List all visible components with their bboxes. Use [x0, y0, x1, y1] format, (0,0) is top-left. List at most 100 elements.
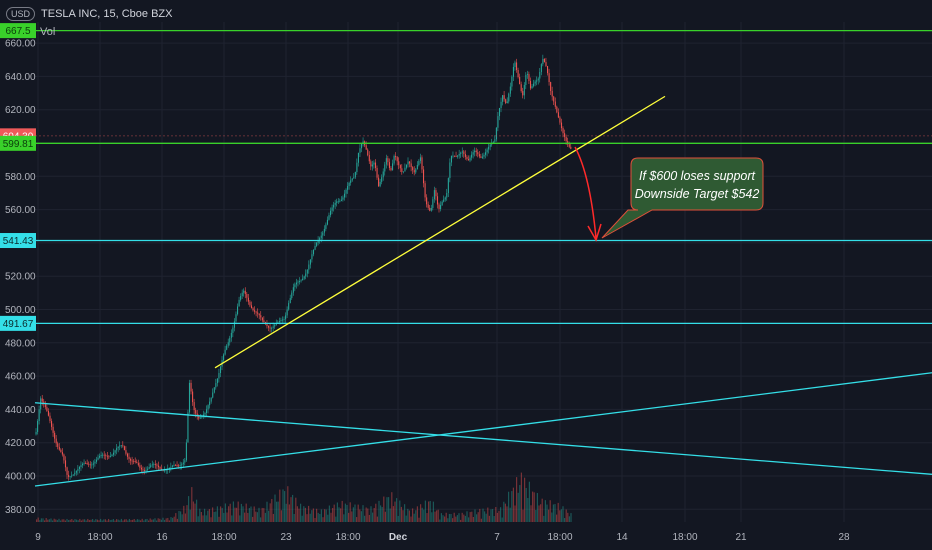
candle-body: [153, 464, 155, 465]
candle-body: [392, 163, 394, 171]
currency-badge[interactable]: USD: [6, 7, 36, 21]
volume-bar: [39, 520, 41, 522]
volume-bar: [146, 518, 148, 522]
volume-bar: [364, 515, 366, 522]
candle-body: [373, 162, 375, 165]
candle-body: [320, 235, 322, 238]
candle-body: [178, 465, 180, 467]
volume-bar: [84, 519, 86, 522]
candle-body: [241, 292, 243, 297]
volume-bar: [258, 507, 260, 522]
price-axis[interactable]: 380.00 400.00 420.00 440.00 460.00 480.00 500.…: [5, 39, 36, 516]
volume-bar: [506, 506, 508, 522]
candle-body: [240, 296, 242, 300]
candle-body: [274, 324, 276, 327]
candle-body: [82, 463, 84, 466]
volume-bar: [496, 512, 498, 522]
volume-bar: [224, 503, 226, 522]
volume-bar: [58, 518, 60, 522]
candle-body: [291, 292, 293, 299]
volume-bar: [346, 504, 348, 522]
candle-body: [458, 153, 460, 156]
candle-body: [41, 398, 43, 402]
volume-bar: [504, 503, 506, 522]
candle-body: [209, 401, 211, 406]
candle-body: [49, 415, 51, 422]
volume-bar: [552, 504, 554, 522]
volume-bar: [372, 512, 374, 522]
y-tick-label: 460.00: [5, 372, 36, 383]
candle-body: [281, 319, 284, 321]
candle-body: [235, 314, 237, 322]
volume-bar: [156, 520, 158, 522]
volume-bar: [69, 519, 71, 522]
volume-bar: [490, 509, 492, 522]
volume-bar: [122, 520, 124, 522]
x-tick-label: 16: [156, 532, 168, 543]
candle-body: [351, 178, 353, 181]
candle-body: [249, 301, 251, 306]
candle-body: [433, 190, 435, 200]
volume-bar: [338, 507, 340, 522]
volume-bar: [375, 503, 377, 522]
volume-bar: [162, 517, 164, 522]
volume-bar: [399, 500, 401, 522]
volume-bar: [303, 506, 305, 522]
candle-body: [517, 70, 519, 78]
volume-bar: [184, 513, 186, 522]
volume-bar: [44, 520, 46, 522]
candle-body: [215, 383, 217, 388]
symbol-title[interactable]: TESLA INC, 15, Cboe BZX: [41, 8, 173, 20]
candle-body: [534, 81, 536, 84]
volume-bar: [380, 505, 382, 522]
volume-bar: [164, 519, 166, 522]
candle-body: [150, 465, 152, 468]
time-axis[interactable]: 9 18:00 16 18:00 23 18:00 Dec 7 18:00 14 18:00 21 28: [35, 532, 850, 543]
candle-body: [506, 101, 508, 104]
candle-body: [485, 152, 487, 155]
volume-bar: [343, 514, 345, 522]
volume-bar: [135, 520, 137, 522]
volume-bar: [447, 518, 449, 522]
callout-bubble[interactable]: [601, 157, 764, 239]
candle-body: [441, 201, 443, 206]
candle-body: [438, 204, 440, 210]
candle-body: [390, 167, 392, 171]
candle-body: [147, 468, 149, 470]
candle-body: [381, 177, 383, 182]
candle-body: [336, 201, 338, 203]
candle-body: [374, 162, 377, 168]
candle-body: [269, 327, 271, 329]
volume-bar: [530, 505, 532, 522]
volume-bar: [215, 511, 217, 522]
y-tick-label: 580.00: [5, 172, 36, 183]
volume-bar: [426, 513, 428, 522]
candle-body: [272, 326, 274, 328]
volume-bar: [192, 501, 194, 522]
volume-bar: [565, 509, 567, 522]
price-badge-bg: [0, 233, 36, 249]
x-tick-label: Dec: [389, 532, 408, 543]
volume-bar: [271, 498, 273, 522]
candle-body: [498, 108, 501, 117]
volume-bar: [76, 519, 78, 522]
candle-body: [523, 85, 525, 96]
volume-bar: [64, 520, 66, 522]
annotation-callout[interactable]: If $600 loses support Downside Target $5…: [601, 157, 764, 239]
candle-body: [550, 82, 552, 91]
candle-body: [325, 224, 327, 229]
candle-body: [416, 164, 418, 170]
candle-body: [78, 467, 80, 470]
candle-body: [342, 197, 344, 200]
candle-body: [119, 445, 121, 447]
volume-bar: [468, 517, 470, 522]
volume-bar: [279, 489, 281, 522]
volume-bar: [96, 519, 98, 522]
candle-body: [37, 420, 39, 432]
drawn-lines[interactable]: [34, 29, 932, 487]
volume-bar: [432, 501, 434, 522]
candle-body: [409, 161, 411, 164]
volume-label: Vol: [40, 26, 56, 38]
volume-bar: [210, 517, 212, 522]
